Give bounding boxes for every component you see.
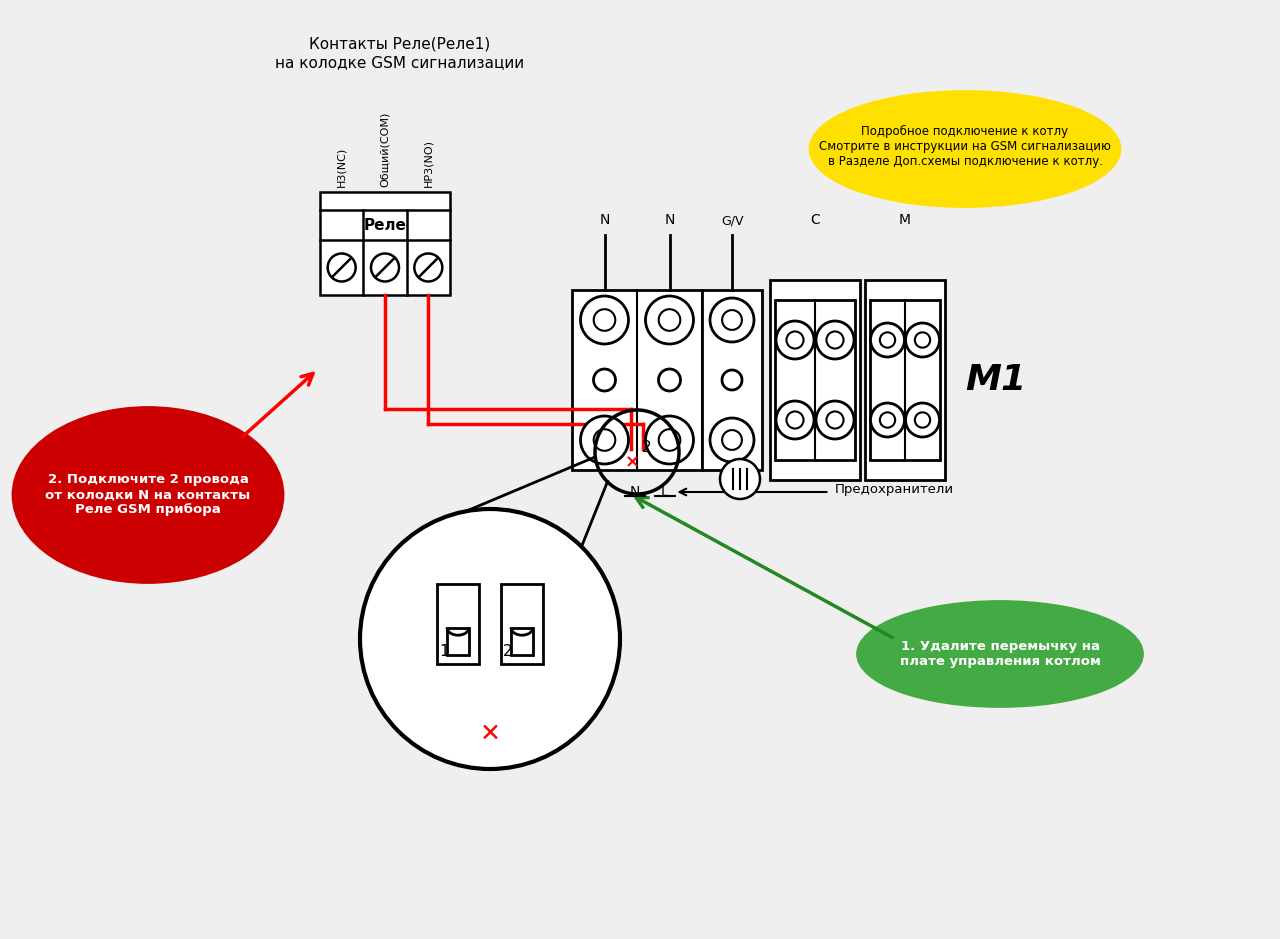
Bar [870, 300, 940, 460]
Text: M: M [899, 213, 911, 227]
Circle shape [879, 412, 895, 427]
Bar [771, 280, 860, 480]
Text: N: N [630, 485, 640, 499]
Circle shape [722, 310, 742, 330]
Ellipse shape [810, 91, 1120, 207]
Circle shape [870, 403, 905, 437]
Circle shape [915, 332, 931, 347]
Text: Предохранители: Предохранители [835, 484, 954, 497]
Circle shape [786, 331, 804, 348]
Circle shape [905, 403, 940, 437]
Circle shape [786, 411, 804, 428]
Text: C: C [810, 213, 820, 227]
Bar [500, 584, 543, 664]
Ellipse shape [858, 602, 1143, 706]
Ellipse shape [13, 408, 283, 582]
Text: Подробное подключение к котлу
Смотрите в инструкции на GSM сигнализацию
в Раздел: Подробное подключение к котлу Смотрите в… [819, 125, 1111, 167]
Circle shape [776, 401, 814, 439]
Bar [701, 290, 762, 470]
Circle shape [594, 369, 616, 391]
Circle shape [722, 370, 742, 390]
Circle shape [659, 429, 680, 451]
Circle shape [328, 254, 356, 282]
Text: M1: M1 [965, 363, 1027, 397]
Circle shape [581, 296, 628, 344]
Text: Н3(NC): Н3(NC) [337, 146, 347, 187]
Text: 2: 2 [643, 439, 652, 454]
Text: 1: 1 [439, 644, 449, 659]
Text: L: L [660, 485, 668, 499]
Circle shape [722, 430, 742, 450]
Circle shape [817, 321, 854, 359]
Text: Контакты Реле(Реле1): Контакты Реле(Реле1) [310, 37, 490, 52]
Circle shape [827, 411, 844, 428]
Circle shape [905, 323, 940, 357]
Text: на колодке GSM сигнализации: на колодке GSM сигнализации [275, 55, 525, 70]
Bar [320, 192, 451, 295]
Circle shape [659, 309, 680, 331]
Circle shape [371, 254, 399, 282]
Text: G/V: G/V [721, 214, 744, 227]
Circle shape [594, 429, 616, 451]
Text: 2: 2 [503, 644, 513, 659]
Text: N: N [599, 213, 609, 227]
Bar [865, 280, 945, 480]
Circle shape [915, 412, 931, 427]
Circle shape [581, 416, 628, 464]
Circle shape [827, 331, 844, 348]
Text: ×: × [625, 453, 640, 471]
Bar [436, 584, 479, 664]
Circle shape [658, 369, 681, 391]
Bar [447, 627, 468, 655]
Text: Общий(COM): Общий(COM) [380, 112, 390, 187]
Text: N: N [664, 213, 675, 227]
Circle shape [645, 296, 694, 344]
Circle shape [721, 459, 760, 499]
Bar [511, 627, 532, 655]
Text: 2. Подключите 2 провода
от колодки N на контакты
Реле GSM прибора: 2. Подключите 2 провода от колодки N на … [45, 473, 251, 516]
Text: 1. Удалите перемычку на
плате управления котлом: 1. Удалите перемычку на плате управления… [900, 640, 1101, 668]
Circle shape [879, 332, 895, 347]
Text: НР3(NO): НР3(NO) [424, 139, 434, 187]
Circle shape [817, 401, 854, 439]
Text: ✕: ✕ [480, 722, 500, 746]
Circle shape [594, 309, 616, 331]
Circle shape [710, 298, 754, 342]
Bar [572, 290, 701, 470]
Circle shape [360, 509, 620, 769]
Circle shape [415, 254, 443, 282]
Text: Реле: Реле [364, 218, 407, 233]
Bar [774, 300, 855, 460]
Circle shape [776, 321, 814, 359]
Circle shape [645, 416, 694, 464]
Circle shape [870, 323, 905, 357]
Circle shape [710, 418, 754, 462]
